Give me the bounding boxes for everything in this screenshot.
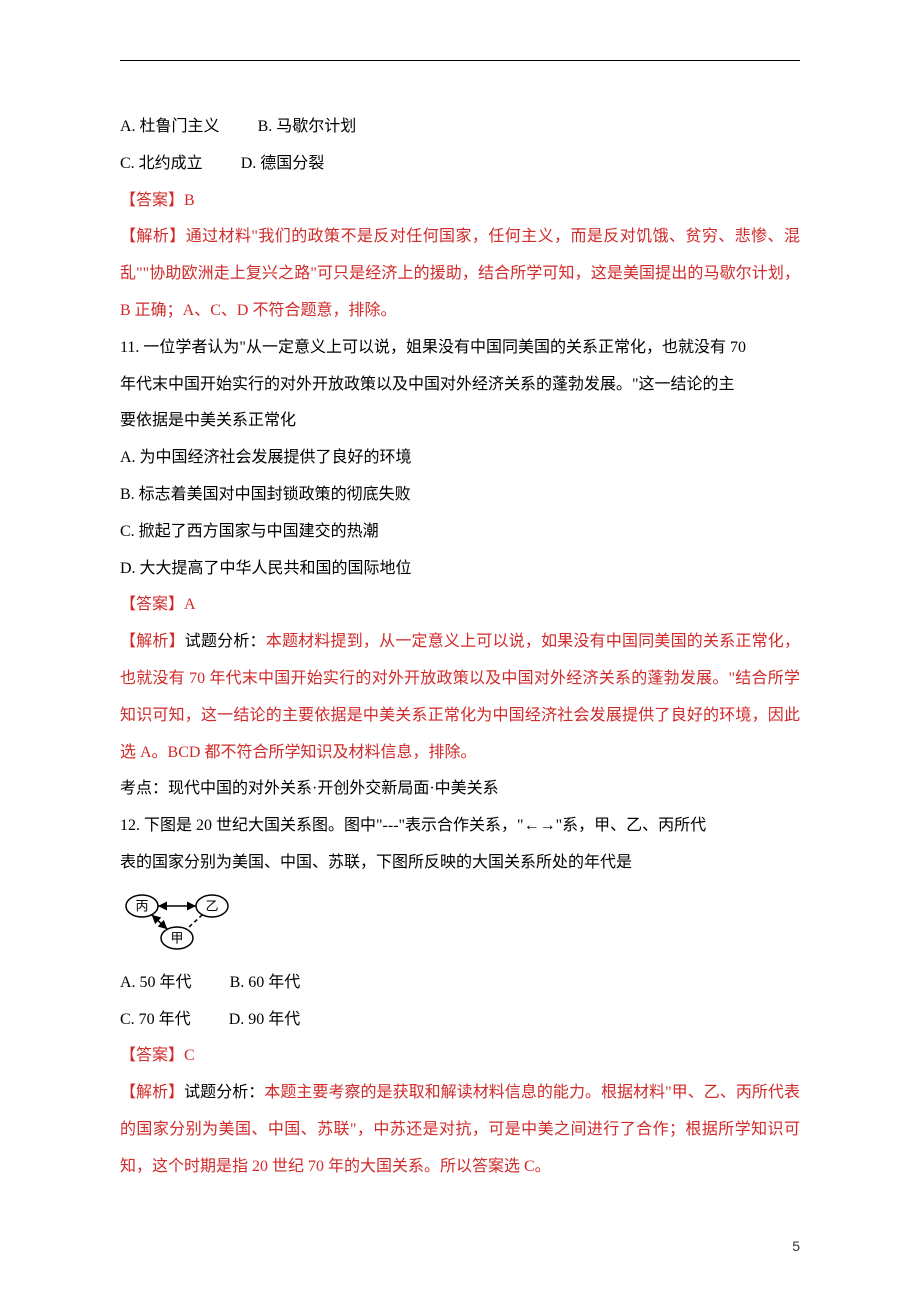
q12-stem-1: 12. 下图是 20 世纪大国关系图。图中"---"表示合作关系，"←→"系，甲… — [120, 808, 800, 845]
q10-opt-b: B. 马歇尔计划 — [258, 118, 357, 135]
q11-analysis-body: 本题材料提到，从一定意义上可以说，如果没有中国同美国的关系正常化，也就没有 70… — [120, 633, 800, 760]
q11-opt-c: C. 掀起了西方国家与中国建交的热潮 — [120, 514, 800, 551]
q10-opt-a: A. 杜鲁门主义 — [120, 118, 220, 135]
q11-opt-d: D. 大大提高了中华人民共和国的国际地位 — [120, 551, 800, 588]
analysis-prefix: 【解析】 — [120, 633, 185, 650]
relation-network-icon: 丙 乙甲 — [120, 888, 240, 954]
q11-kaodian: 考点：现代中国的对外关系·开创外交新局面·中美关系 — [120, 771, 800, 808]
page-number: 5 — [792, 1238, 800, 1254]
q12-opt-d: D. 90 年代 — [229, 1011, 301, 1028]
analysis-prefix: 【解析】 — [120, 228, 186, 245]
q12-options-ab: A. 50 年代 B. 60 年代 — [120, 965, 800, 1002]
q12-opt-c: C. 70 年代 — [120, 1011, 191, 1028]
q12-options-cd: C. 70 年代 D. 90 年代 — [120, 1002, 800, 1039]
q12-opt-a: A. 50 年代 — [120, 974, 192, 991]
q12-opt-b: B. 60 年代 — [230, 974, 301, 991]
q11-answer: 【答案】A — [120, 587, 800, 624]
q10-opt-d: D. 德国分裂 — [241, 155, 325, 172]
analysis-prefix: 【解析】 — [120, 1084, 184, 1101]
q10-options-ab: A. 杜鲁门主义 B. 马歇尔计划 — [120, 109, 800, 146]
analysis-label: 试题分析： — [184, 1084, 264, 1101]
q11-stem-2: 年代末中国开始实行的对外开放政策以及中国对外经济关系的蓬勃发展。"这一结论的主 — [120, 367, 800, 404]
q12-diagram: 丙 乙甲 — [120, 888, 800, 959]
q10-opt-c: C. 北约成立 — [120, 155, 203, 172]
svg-text:丙: 丙 — [135, 898, 148, 913]
q12-analysis: 【解析】试题分析：本题主要考察的是获取和解读材料信息的能力。根据材料"甲、乙、丙… — [120, 1075, 800, 1185]
q10-analysis-body: 通过材料"我们的政策不是反对任何国家，任何主义，而是反对饥饿、贫穷、悲惨、混乱"… — [120, 228, 800, 319]
q11-analysis: 【解析】试题分析：本题材料提到，从一定意义上可以说，如果没有中国同美国的关系正常… — [120, 624, 800, 771]
q11-stem-1: 11. 一位学者认为"从一定意义上可以说，姐果没有中国同美国的关系正常化，也就没… — [120, 330, 800, 367]
svg-text:乙: 乙 — [205, 898, 218, 913]
q12-stem-2: 表的国家分别为美国、中国、苏联，下图所反映的大国关系所处的年代是 — [120, 845, 800, 882]
analysis-label: 试题分析： — [185, 633, 266, 650]
q10-answer: 【答案】B — [120, 183, 800, 220]
q10-analysis: 【解析】通过材料"我们的政策不是反对任何国家，任何主义，而是反对饥饿、贫穷、悲惨… — [120, 219, 800, 329]
q11-opt-b: B. 标志着美国对中国封锁政策的彻底失败 — [120, 477, 800, 514]
svg-text:甲: 甲 — [170, 930, 183, 945]
page-container: A. 杜鲁门主义 B. 马歇尔计划 C. 北约成立 D. 德国分裂 【答案】B … — [0, 0, 920, 1226]
q10-options-cd: C. 北约成立 D. 德国分裂 — [120, 146, 800, 183]
q11-stem-3: 要依据是中美关系正常化 — [120, 403, 800, 440]
q12-answer: 【答案】C — [120, 1038, 800, 1075]
top-rule — [120, 60, 800, 61]
q11-opt-a: A. 为中国经济社会发展提供了良好的环境 — [120, 440, 800, 477]
